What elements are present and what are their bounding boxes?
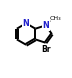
Text: N: N — [23, 19, 30, 28]
Text: CH₃: CH₃ — [50, 16, 61, 21]
Text: N: N — [42, 21, 49, 30]
Text: Br: Br — [41, 45, 50, 54]
